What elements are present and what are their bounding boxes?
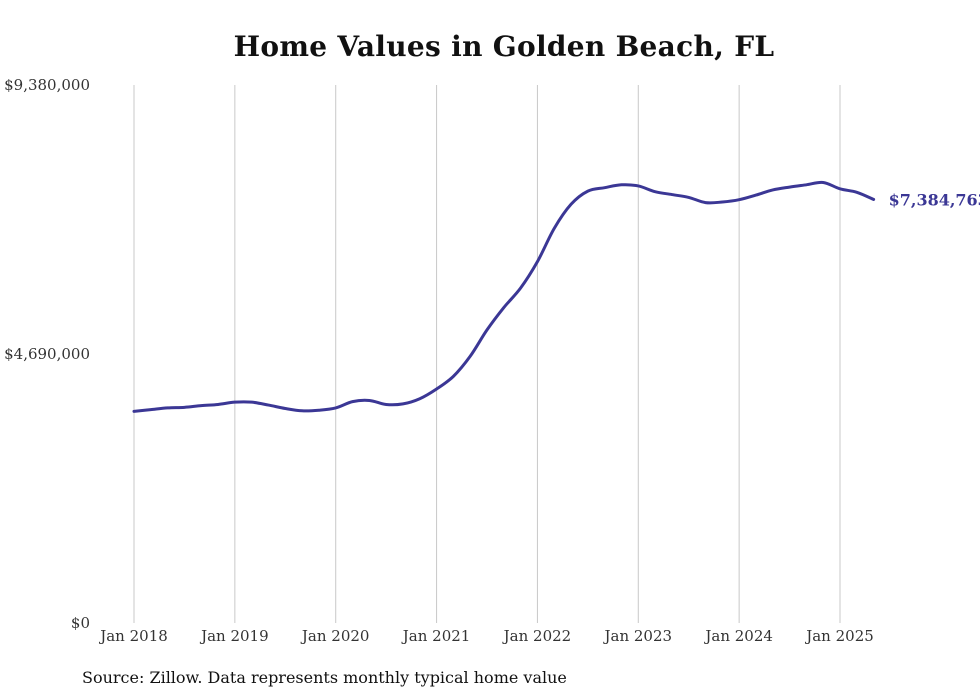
end-value-label: $7,384,763 — [889, 190, 980, 209]
end-label-layer: $7,384,763 — [889, 190, 980, 209]
x-tick-label: Jan 2022 — [502, 627, 572, 645]
x-tick-label: Jan 2024 — [703, 627, 773, 645]
y-tick-label: $4,690,000 — [4, 345, 90, 363]
x-tick-label: Jan 2021 — [401, 627, 471, 645]
y-tick-labels: $0 $4,690,000 $9,380,000 — [4, 76, 90, 632]
x-tick-label: Jan 2023 — [603, 627, 673, 645]
x-tick-label: Jan 2020 — [300, 627, 370, 645]
chart-title: Home Values in Golden Beach, FL — [233, 30, 775, 63]
home-value-line — [132, 180, 876, 413]
x-tick-labels: Jan 2018 Jan 2019 Jan 2020 Jan 2021 Jan 2022… — [98, 627, 874, 645]
y-tick-label: $0 — [71, 614, 90, 632]
x-tick-label: Jan 2025 — [804, 627, 874, 645]
series-layer — [132, 180, 876, 413]
x-tick-label: Jan 2018 — [98, 627, 168, 645]
y-tick-label: $9,380,000 — [4, 76, 90, 94]
source-note: Source: Zillow. Data represents monthly … — [82, 668, 567, 687]
grid-layer — [133, 85, 841, 623]
x-tick-label: Jan 2019 — [199, 627, 269, 645]
